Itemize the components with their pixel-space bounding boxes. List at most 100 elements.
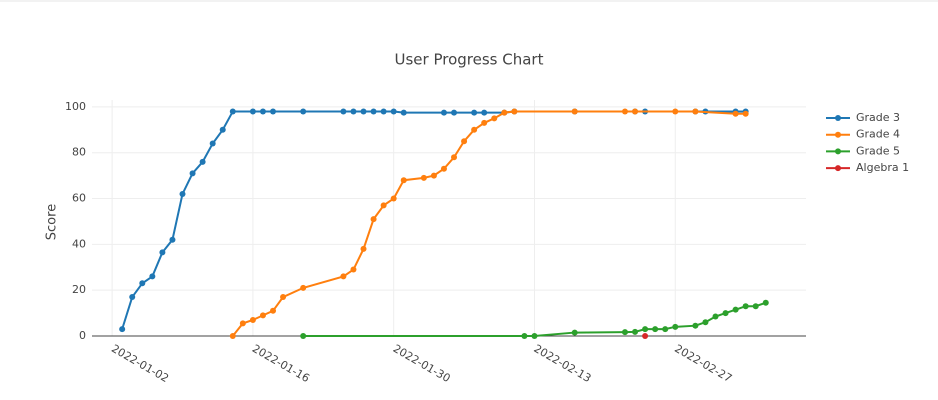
- point: [370, 108, 377, 115]
- point: [360, 245, 367, 252]
- point: [742, 110, 749, 117]
- y-axis-label: Score: [45, 204, 60, 240]
- point: [239, 320, 246, 327]
- point: [340, 108, 347, 115]
- legend-label: Algebra 1: [856, 161, 909, 174]
- point: [199, 158, 206, 165]
- point: [300, 284, 307, 291]
- point: [692, 322, 699, 329]
- point: [642, 333, 649, 339]
- point: [440, 165, 447, 172]
- y-tick-label: 100: [65, 100, 86, 113]
- x-tick-label: 2022-01-16: [250, 342, 312, 385]
- series-line: [121, 110, 746, 330]
- point: [481, 119, 488, 126]
- point: [179, 190, 186, 197]
- point: [732, 110, 739, 117]
- point: [400, 177, 407, 184]
- point: [350, 108, 357, 115]
- point: [259, 108, 266, 115]
- point: [762, 299, 769, 306]
- point: [642, 326, 649, 333]
- point: [652, 326, 659, 333]
- point: [129, 294, 136, 301]
- point: [471, 109, 478, 116]
- legend-marker: [835, 148, 841, 155]
- point: [722, 310, 729, 317]
- point: [662, 326, 669, 333]
- point: [209, 140, 216, 147]
- point: [249, 108, 256, 115]
- point: [340, 273, 347, 280]
- point: [672, 108, 679, 115]
- legend-label: Grade 5: [856, 144, 900, 157]
- point: [692, 108, 699, 115]
- x-tick-label: 2022-01-30: [391, 342, 453, 385]
- point: [189, 170, 196, 177]
- point: [229, 108, 236, 115]
- point: [390, 108, 397, 115]
- point: [461, 138, 468, 145]
- point: [752, 303, 759, 310]
- legend-marker: [835, 131, 841, 138]
- point: [511, 108, 518, 115]
- y-tick-label: 40: [72, 237, 86, 250]
- point: [742, 303, 749, 310]
- point: [712, 313, 719, 320]
- point: [621, 329, 628, 336]
- x-tick-label: 2022-02-13: [531, 342, 593, 385]
- point: [400, 109, 407, 116]
- point: [451, 154, 458, 161]
- point: [481, 109, 488, 116]
- point: [430, 172, 437, 179]
- point: [440, 109, 447, 116]
- point: [501, 109, 508, 116]
- point: [229, 333, 236, 339]
- point: [632, 108, 639, 115]
- point: [300, 333, 307, 339]
- point: [451, 109, 458, 116]
- y-tick-label: 0: [79, 329, 86, 342]
- point: [531, 333, 538, 339]
- x-tick-label: 2022-02-27: [672, 342, 734, 385]
- point: [169, 236, 176, 243]
- point: [300, 108, 307, 115]
- point: [360, 108, 367, 115]
- point: [571, 108, 578, 115]
- point: [632, 328, 639, 335]
- series-line: [232, 110, 746, 337]
- point: [370, 216, 377, 223]
- point: [702, 319, 709, 326]
- point: [390, 195, 397, 202]
- point: [571, 329, 578, 336]
- legend-label: Grade 3: [856, 111, 900, 124]
- chart-title: User Progress Chart: [395, 51, 544, 69]
- point: [621, 108, 628, 115]
- y-tick-label: 80: [72, 146, 86, 159]
- y-tick-label: 20: [72, 283, 86, 296]
- point: [350, 266, 357, 273]
- point: [270, 307, 277, 314]
- legend-marker: [835, 115, 841, 121]
- point: [249, 316, 256, 323]
- point: [471, 126, 478, 133]
- y-tick-label: 60: [72, 192, 86, 205]
- point: [280, 294, 287, 301]
- x-tick-label: 2022-01-02: [109, 342, 171, 385]
- point: [420, 174, 427, 181]
- point: [270, 108, 277, 115]
- point: [159, 249, 166, 256]
- point: [521, 333, 528, 339]
- legend-label: Grade 4: [856, 128, 900, 141]
- point: [491, 115, 498, 122]
- point: [149, 273, 156, 280]
- point: [380, 108, 387, 115]
- point: [732, 306, 739, 313]
- point: [119, 326, 126, 333]
- point: [380, 202, 387, 209]
- point: [259, 312, 266, 319]
- point: [139, 280, 146, 287]
- legend-marker: [835, 165, 841, 172]
- point: [219, 126, 226, 133]
